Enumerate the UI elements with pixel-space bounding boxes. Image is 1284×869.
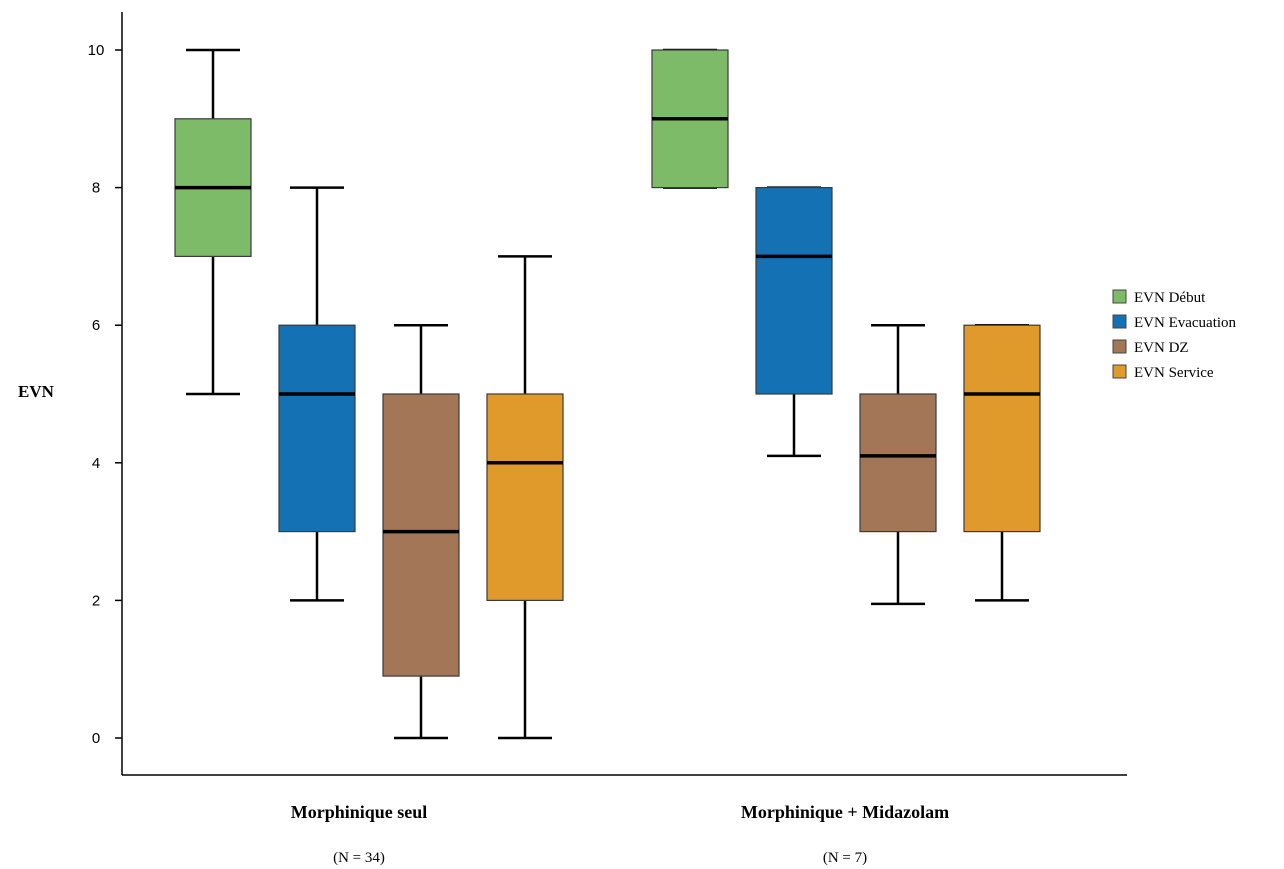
y-tick-label-6: 6 xyxy=(92,317,100,334)
axes xyxy=(121,12,1127,776)
legend-swatch-evn-service xyxy=(1112,364,1127,379)
box-evn-service-group-2 xyxy=(963,323,1041,602)
legend: EVN Début EVN Evacuation EVN DZ EVN Serv… xyxy=(1112,289,1237,381)
box-evn-dz-group-1 xyxy=(382,323,460,740)
legend-swatch-evn-evacuation xyxy=(1112,314,1127,329)
category-labels: Morphinique seul (N = 34) Morphinique + … xyxy=(291,802,949,866)
legend-label-evn-dz: EVN DZ xyxy=(1134,340,1189,356)
y-ticks: 0 2 4 6 8 10 xyxy=(88,42,122,747)
box-iqr xyxy=(278,324,356,533)
legend-swatch-evn-debut xyxy=(1112,289,1127,304)
legend-label-evn-evacuation: EVN Evacuation xyxy=(1134,315,1237,331)
legend-label-evn-debut: EVN Début xyxy=(1134,290,1206,306)
category-n-morphinique-seul: (N = 34) xyxy=(333,850,385,866)
box-iqr xyxy=(382,393,460,677)
y-tick-label-8: 8 xyxy=(92,180,100,197)
boxes xyxy=(174,48,1041,740)
box-evn-evacuation-group-2 xyxy=(755,186,833,458)
y-tick-label-10: 10 xyxy=(88,42,105,59)
y-tick-label-4: 4 xyxy=(92,455,100,472)
y-tick-label-2: 2 xyxy=(92,592,100,609)
category-label-morphinique-midazolam: Morphinique + Midazolam xyxy=(741,802,949,822)
box-iqr xyxy=(755,187,833,395)
box-iqr xyxy=(859,393,937,533)
y-axis-label: EVN xyxy=(18,382,55,401)
category-n-morphinique-midazolam: (N = 7) xyxy=(823,850,867,866)
box-evn-debut-group-1 xyxy=(174,48,252,396)
category-label-morphinique-seul: Morphinique seul xyxy=(291,802,428,822)
box-iqr xyxy=(486,393,564,601)
box-evn-dz-group-2 xyxy=(859,323,937,606)
legend-swatch-evn-dz xyxy=(1112,339,1127,354)
box-evn-debut-group-2 xyxy=(651,48,729,189)
box-iqr xyxy=(963,324,1041,533)
box-evn-service-group-1 xyxy=(486,255,564,740)
legend-label-evn-service: EVN Service xyxy=(1134,365,1214,381)
box-evn-evacuation-group-1 xyxy=(278,186,356,602)
y-tick-label-0: 0 xyxy=(92,730,100,747)
